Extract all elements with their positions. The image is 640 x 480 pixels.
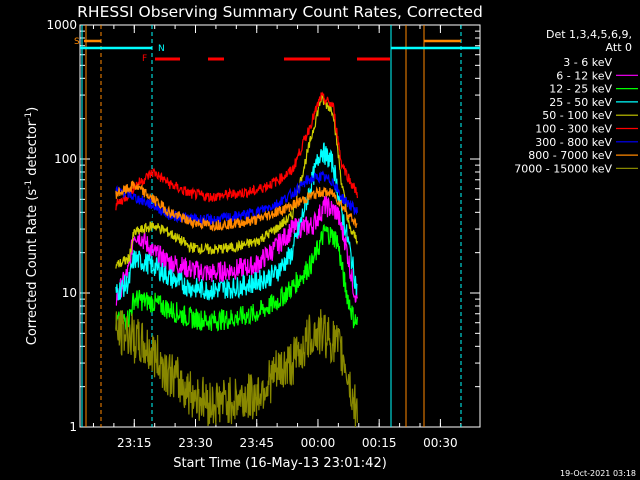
y-axis-label-mid: detector <box>25 120 40 180</box>
y-tick-label: 100 <box>54 152 77 166</box>
series-line <box>115 195 358 306</box>
series-line <box>115 93 358 269</box>
flag-label: S <box>74 37 80 47</box>
legend-entry: 25 - 50 keV <box>549 96 612 109</box>
legend-entry: 300 - 800 keV <box>535 136 612 149</box>
legend-entry: 100 - 300 keV <box>535 123 612 136</box>
y-tick-label: 10 <box>62 286 77 300</box>
x-tick-label: 23:15 <box>117 436 152 450</box>
x-axis-label: Start Time (16-May-13 23:01:42) <box>173 456 387 471</box>
series-layer <box>115 91 358 428</box>
x-tick-label: 00:30 <box>423 436 458 450</box>
legend-header: Att 0 <box>606 41 632 54</box>
legend-header: Det 1,3,4,5,6,9, <box>546 28 632 41</box>
x-tick-label: 00:00 <box>301 436 336 450</box>
series-line <box>115 180 358 232</box>
flag-label: N <box>158 44 165 54</box>
series-line <box>115 170 358 227</box>
legend-entry: 6 - 12 keV <box>556 69 612 82</box>
legend-entry: 50 - 100 keV <box>542 109 612 122</box>
legend-entry: 3 - 6 keV <box>563 56 612 69</box>
y-axis-label-end: ) <box>25 107 40 112</box>
footer-timestamp: 19-Oct-2021 03:18 <box>560 469 636 478</box>
legend-entry: 12 - 25 keV <box>549 83 612 96</box>
y-axis-label: Corrected Count Rate (s-1 detector-1) <box>24 107 40 345</box>
x-tick-label: 23:45 <box>239 436 274 450</box>
y-tick-label: 1000 <box>46 18 77 32</box>
series-line <box>115 91 358 211</box>
y-axis-label-main: Corrected Count Rate (s <box>25 189 40 346</box>
y-axis-label-sup1: -1 <box>24 180 34 189</box>
legend-entry: 7000 - 15000 keV <box>514 162 612 175</box>
series-line <box>115 309 358 428</box>
series-line <box>115 224 358 332</box>
overlay-layer: S N F <box>74 25 480 427</box>
legend-entry: 800 - 7000 keV <box>528 149 612 162</box>
flag-label: F <box>142 54 147 64</box>
tick-label-layer: 1 10 100 1000 23:15 23:30 23:45 00:00 00:15 00:30 <box>46 18 457 450</box>
series-line <box>115 142 358 301</box>
chart-title: RHESSI Observing Summary Count Rates, Co… <box>77 3 483 21</box>
x-tick-label: 00:15 <box>362 436 397 450</box>
y-axis-label-sup2: -1 <box>24 112 34 121</box>
x-tick-label: 23:30 <box>178 436 213 450</box>
y-tick-label: 1 <box>69 420 77 434</box>
